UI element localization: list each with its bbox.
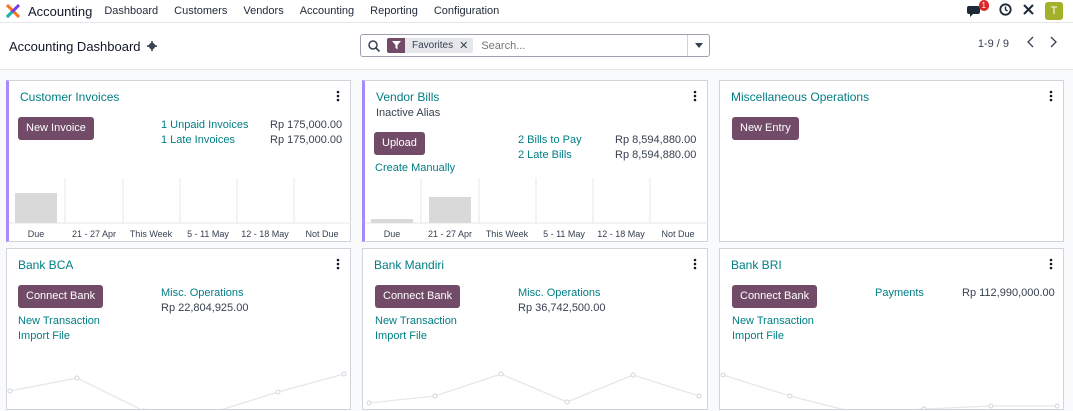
chart-tick-label: Due	[28, 229, 45, 239]
kebab-menu-icon[interactable]	[336, 90, 340, 102]
app-name[interactable]: Accounting	[28, 3, 93, 19]
new-transaction-link[interactable]: New Transaction	[375, 315, 457, 327]
nav-customers[interactable]: Customers	[174, 5, 228, 17]
chart-tick-label: 21 - 27 Apr	[72, 229, 116, 239]
card-title[interactable]: Bank BRI	[731, 258, 782, 272]
search-box: Favorites ✕	[360, 34, 710, 57]
journal-card-customer-invoices: Customer Invoices New Invoice 1 Unpaid I…	[6, 80, 351, 242]
card-title[interactable]: Vendor Bills	[376, 90, 440, 104]
gear-icon[interactable]	[146, 39, 157, 54]
control-panel: Accounting Dashboard Favorites	[0, 23, 1073, 70]
chart-tick-label: Not Due	[305, 229, 338, 239]
chart-tick-label: Not Due	[661, 229, 694, 239]
chart-tick-label: This Week	[486, 229, 529, 239]
chart-tick-label: 5 - 11 May	[187, 229, 229, 239]
journal-card-bank-mandiri: Bank Mandiri Connect Bank New Transactio…	[362, 248, 708, 410]
import-file-link[interactable]: Import File	[18, 330, 70, 342]
import-file-link[interactable]: Import File	[732, 330, 784, 342]
app-logo-icon[interactable]	[5, 3, 21, 19]
tools-icon[interactable]	[1022, 3, 1035, 19]
nav-configuration[interactable]: Configuration	[433, 5, 500, 17]
bank-balance-sparkline[interactable]	[720, 359, 1063, 409]
caret-down-icon	[694, 43, 703, 48]
chart-bar-21-27-apr	[429, 197, 471, 223]
card-title[interactable]: Bank BCA	[18, 258, 74, 272]
kebab-menu-icon[interactable]	[336, 258, 340, 270]
bank-balance-sparkline[interactable]	[363, 359, 707, 409]
new-entry-button[interactable]: New Entry	[732, 117, 799, 140]
late-invoices-link[interactable]: 1 Late Invoices	[161, 134, 235, 146]
nav-vendors[interactable]: Vendors	[243, 5, 284, 17]
new-transaction-link[interactable]: New Transaction	[18, 315, 100, 327]
bank-balance-sparkline[interactable]	[7, 359, 350, 409]
chart-tick-label: 21 - 27 Apr	[428, 229, 472, 239]
top-navbar: Accounting Dashboard Customers Vendors A…	[0, 0, 1073, 23]
journal-card-bank-bri: Bank BRI Connect Bank New Transaction Im…	[719, 248, 1064, 410]
facet-remove-icon[interactable]: ✕	[459, 40, 469, 52]
misc-operations-link[interactable]: Misc. Operations	[161, 287, 244, 299]
misc-operations-amount: Rp 36,742,500.00	[518, 302, 606, 314]
card-title[interactable]: Miscellaneous Operations	[731, 90, 870, 104]
pager-nav	[1027, 36, 1057, 51]
late-invoices-amount: Rp 175,000.00	[270, 134, 343, 146]
page-title-text: Accounting Dashboard	[9, 39, 141, 54]
search-facet[interactable]: Favorites ✕	[387, 38, 474, 53]
late-bills-amount: Rp 8,594,880.00	[615, 149, 697, 161]
filter-icon	[387, 38, 405, 53]
search-dropdown-toggle[interactable]	[687, 35, 709, 56]
chart-tick-label: 12 - 18 May	[597, 229, 645, 239]
bills-to-pay-amount: Rp 8,594,880.00	[615, 134, 697, 146]
facet-label: Favorites	[412, 40, 454, 51]
search-input[interactable]	[481, 39, 687, 52]
kebab-menu-icon[interactable]	[1049, 90, 1053, 102]
new-transaction-link[interactable]: New Transaction	[732, 315, 814, 327]
clock-icon[interactable]	[999, 3, 1012, 19]
chart-tick-label: 5 - 11 May	[543, 229, 585, 239]
chart-bar-due	[371, 219, 413, 223]
nav-reporting[interactable]: Reporting	[370, 5, 418, 17]
bills-aging-chart[interactable]: Due 21 - 27 Apr This Week 5 - 11 May 12 …	[365, 178, 708, 241]
chart-tick-label: 12 - 18 May	[241, 229, 289, 239]
unpaid-invoices-link[interactable]: 1 Unpaid Invoices	[161, 119, 249, 131]
payments-amount: Rp 112,990,000.00	[962, 287, 1055, 299]
navbar-systray: 1 T	[967, 0, 1063, 20]
chevron-left-icon[interactable]	[1027, 36, 1035, 51]
connect-bank-button[interactable]: Connect Bank	[732, 285, 818, 308]
chevron-right-icon[interactable]	[1049, 36, 1057, 51]
chart-bar-due	[15, 193, 57, 223]
late-bills-link[interactable]: 2 Late Bills	[518, 149, 572, 161]
import-file-link[interactable]: Import File	[375, 330, 427, 342]
invoices-aging-chart[interactable]: Due 21 - 27 Apr This Week 5 - 11 May 12 …	[9, 178, 351, 241]
journal-card-misc-operations: Miscellaneous Operations New Entry	[719, 80, 1064, 242]
create-manually-link[interactable]: Create Manually	[375, 162, 456, 174]
payments-link[interactable]: Payments	[875, 287, 924, 299]
connect-bank-button[interactable]: Connect Bank	[375, 285, 461, 308]
bills-to-pay-link[interactable]: 2 Bills to Pay	[518, 134, 582, 146]
misc-operations-amount: Rp 22,804,925.00	[161, 302, 249, 314]
pager-value[interactable]: 1-9 / 9	[977, 38, 1009, 50]
journal-card-bank-bca: Bank BCA Connect Bank New Transaction Im…	[6, 248, 351, 410]
nav-dashboard[interactable]: Dashboard	[104, 5, 159, 17]
search-icon	[367, 39, 381, 53]
connect-bank-button[interactable]: Connect Bank	[18, 285, 104, 308]
avatar[interactable]: T	[1045, 2, 1063, 20]
chat-icon[interactable]: 1	[967, 0, 989, 18]
kebab-menu-icon[interactable]	[693, 258, 697, 270]
card-title[interactable]: Bank Mandiri	[374, 258, 445, 272]
chart-tick-label: This Week	[130, 229, 173, 239]
new-invoice-button[interactable]: New Invoice	[18, 117, 94, 140]
unpaid-invoices-amount: Rp 175,000.00	[270, 119, 343, 131]
upload-button[interactable]: Upload	[374, 132, 425, 155]
chat-badge: 1	[978, 0, 989, 11]
chart-tick-label: Due	[384, 229, 401, 239]
card-title[interactable]: Customer Invoices	[20, 90, 120, 104]
kebab-menu-icon[interactable]	[693, 90, 697, 102]
page-title: Accounting Dashboard	[9, 39, 157, 54]
misc-operations-link[interactable]: Misc. Operations	[518, 287, 601, 299]
journal-card-vendor-bills: Vendor Bills Inactive Alias Upload Creat…	[362, 80, 708, 242]
kebab-menu-icon[interactable]	[1049, 258, 1053, 270]
card-subtitle: Inactive Alias	[376, 107, 441, 119]
nav-accounting[interactable]: Accounting	[299, 5, 355, 17]
